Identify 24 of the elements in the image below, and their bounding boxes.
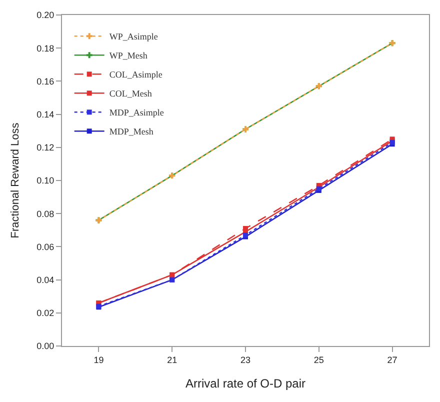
legend-label: MDP_Mesh: [109, 126, 154, 137]
y-tick-label: 0.10: [36, 176, 54, 186]
y-tick-label: 0.18: [36, 43, 54, 54]
x-tick-label: 25: [314, 354, 324, 365]
legend-label: MDP_Asimple: [109, 108, 164, 118]
x-tick-label: 21: [167, 354, 178, 365]
y-tick-label: 0.20: [36, 10, 54, 20]
y-tick-label: 0.06: [36, 242, 54, 252]
y-tick-label: 0.08: [36, 208, 54, 219]
x-axis-title: Arrival rate of O-D pair: [185, 376, 306, 391]
y-tick-label: 0.00: [36, 341, 54, 352]
y-tick-label: 0.12: [36, 142, 54, 153]
y-tick-label: 0.14: [36, 109, 54, 120]
legend-label: WP_Mesh: [109, 50, 148, 61]
legend-label: WP_Asimple: [109, 32, 158, 42]
y-tick-label: 0.02: [36, 308, 54, 318]
y-tick-label: 0.16: [36, 76, 54, 86]
x-tick-label: 27: [387, 354, 398, 365]
legend-label: COL_Asimple: [109, 70, 162, 80]
y-axis-title: Fractional Reward Loss: [9, 122, 22, 238]
x-tick-label: 23: [240, 354, 251, 365]
legend-label: COL_Mesh: [109, 88, 152, 99]
x-tick-label: 19: [94, 354, 104, 365]
y-tick-label: 0.04: [36, 274, 54, 285]
